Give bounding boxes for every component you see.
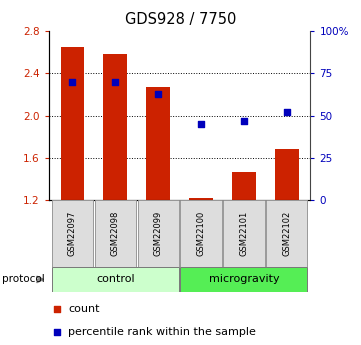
Bar — [180, 267, 308, 292]
Bar — [52, 267, 179, 292]
Point — [54, 329, 60, 334]
Bar — [146, 87, 170, 200]
Point — [198, 121, 204, 127]
Bar — [61, 47, 84, 200]
Bar — [95, 200, 136, 267]
Text: GSM22097: GSM22097 — [68, 211, 77, 256]
Bar — [275, 149, 299, 200]
Text: protocol: protocol — [2, 275, 44, 284]
Bar — [223, 200, 265, 267]
Text: GSM22098: GSM22098 — [111, 211, 120, 256]
Point — [241, 118, 247, 124]
Point — [112, 79, 118, 85]
Point — [284, 109, 290, 115]
Text: GSM22099: GSM22099 — [154, 211, 163, 256]
Text: percentile rank within the sample: percentile rank within the sample — [68, 327, 256, 337]
Bar — [104, 54, 127, 200]
Text: GSM22100: GSM22100 — [196, 211, 205, 256]
Text: GDS928 / 7750: GDS928 / 7750 — [125, 12, 236, 27]
Bar — [138, 200, 179, 267]
Text: GSM22102: GSM22102 — [282, 211, 291, 256]
Bar — [232, 171, 256, 200]
Bar — [180, 200, 222, 267]
Point — [54, 306, 60, 312]
Point — [155, 91, 161, 96]
Bar — [52, 200, 93, 267]
Point — [69, 79, 75, 85]
Bar — [189, 198, 213, 200]
Text: count: count — [68, 304, 100, 314]
Text: control: control — [96, 275, 135, 284]
Text: GSM22101: GSM22101 — [239, 211, 248, 256]
Text: microgravity: microgravity — [209, 275, 279, 284]
Bar — [266, 200, 308, 267]
